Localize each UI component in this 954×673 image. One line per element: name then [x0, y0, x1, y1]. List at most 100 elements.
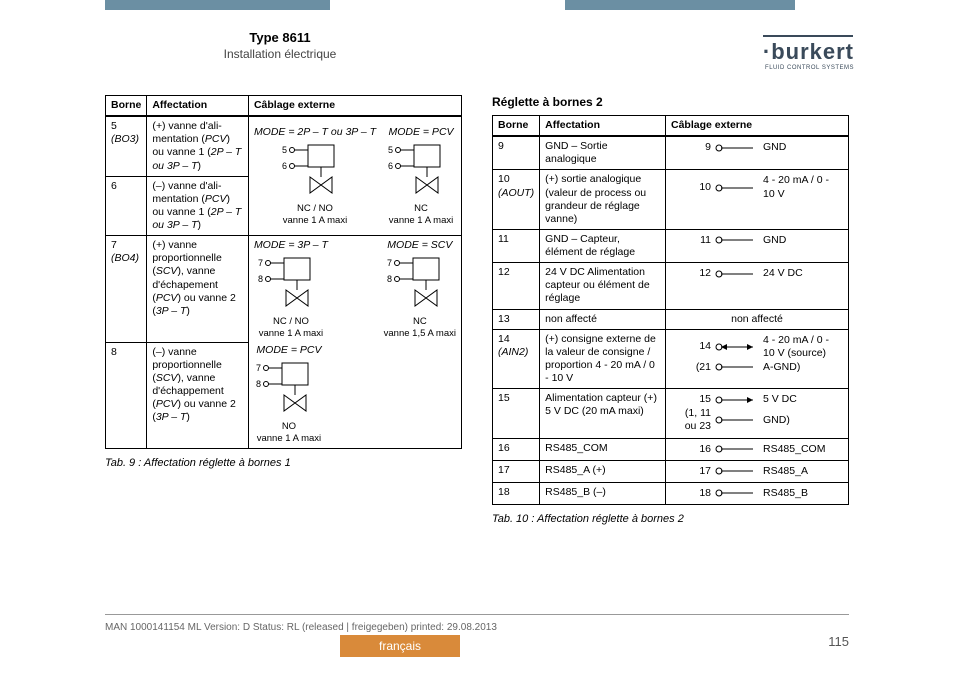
right-section-title: Réglette à bornes 2: [492, 95, 849, 109]
left-caption: Tab. 9 : Affectation réglette à bornes 1: [105, 457, 462, 469]
wire-num: 11: [671, 234, 711, 247]
wire-label: RS485_B: [763, 487, 843, 500]
wire-row: 10 4 - 20 mA / 0 - 10 V: [671, 174, 843, 200]
svg-text:8: 8: [387, 274, 392, 284]
language-tab: français: [340, 635, 460, 657]
cell-aff: (–) vanne d'ali­mentation (PCV) ou vanne…: [147, 176, 249, 236]
cell-aff: RS485_B (–): [540, 482, 666, 504]
svg-text:8: 8: [256, 379, 261, 389]
cell-aff: RS485_COM: [540, 438, 666, 460]
top-bar-right: [565, 0, 795, 10]
table-row: 17 RS485_A (+) 17 RS485_A: [493, 460, 849, 482]
valve-note: vanne 1 A maxi: [386, 215, 456, 227]
mode-label: MODE = PCV: [254, 344, 324, 357]
table-left: Borne Affectation Câblage externe 5(BO3)…: [105, 95, 462, 449]
wire-line-icon: [715, 268, 759, 280]
wire-label: 24 V DC: [763, 267, 843, 280]
cell-wiring: 14 4 - 20 mA / 0 - 10 V (source) (21 A-G…: [666, 329, 849, 389]
svg-text:6: 6: [388, 161, 393, 171]
wire-row: 9 GND: [671, 141, 843, 154]
svg-text:8: 8: [258, 274, 263, 284]
type-label: Type 8611: [180, 30, 380, 45]
cell-borne: 13: [493, 309, 540, 329]
cell-wiring: MODE = 3P – T 7 8 NC / NO vanne 1 A maxi…: [248, 236, 461, 449]
wire-label: RS485_A: [763, 465, 843, 478]
table-row: 13 non affecté non affecté: [493, 309, 849, 329]
table-row: 11 GND – Capteur, élément de réglage 11 …: [493, 229, 849, 262]
wire-line-icon: [715, 414, 759, 426]
footer-meta: MAN 1000141154 ML Version: D Status: RL …: [105, 622, 497, 633]
table-row: 5(BO3) (+) vanne d'ali­mentation (PCV) o…: [106, 116, 462, 176]
mode-label: MODE = 2P – T ou 3P – T: [254, 126, 376, 139]
page-number: 115: [828, 634, 849, 649]
left-column: Borne Affectation Câblage externe 5(BO3)…: [105, 95, 462, 603]
valve-block: MODE = PCV 5 6 NC vanne 1 A maxi: [386, 126, 456, 227]
cell-borne: 7(BO4): [106, 236, 147, 342]
wire-line-icon: [715, 234, 759, 246]
mode-label: MODE = 3P – T: [254, 239, 328, 252]
wire-num: 12: [671, 267, 711, 280]
cell-borne: 18: [493, 482, 540, 504]
cell-wiring: non affecté: [666, 309, 849, 329]
valve-note: vanne 1,5 A maxi: [384, 328, 456, 340]
th-borne: Borne: [106, 96, 147, 117]
th-borne: Borne: [493, 116, 540, 137]
wire-line-icon: [715, 361, 759, 373]
brand-tagline: FLUID CONTROL SYSTEMS: [763, 65, 854, 71]
wire-na: non affecté: [671, 313, 843, 326]
wire-num: 15: [671, 393, 711, 406]
cell-borne: 12: [493, 263, 540, 309]
cell-aff: (–) vanne proportionnelle (SCV), vanne d…: [147, 342, 249, 448]
cell-aff: 24 V DC Alimen­tation capteur ou élément…: [540, 263, 666, 309]
cell-borne: 5(BO3): [106, 116, 147, 176]
th-wire: Câblage externe: [666, 116, 849, 137]
wire-line-icon: [715, 142, 759, 154]
wire-label: GND: [763, 141, 843, 154]
subtitle: Installation électrique: [180, 47, 380, 61]
wire-num: (21: [671, 361, 711, 374]
wire-label: GND: [763, 234, 843, 247]
wire-num: 9: [671, 141, 711, 154]
table-right: Borne Affectation Câblage externe 9 GND …: [492, 115, 849, 505]
cell-wiring: 12 24 V DC: [666, 263, 849, 309]
cell-aff: Alimentation capteur (+) 5 V DC (20 mA m…: [540, 389, 666, 438]
nc-label: NO: [254, 421, 324, 433]
cell-borne: 11: [493, 229, 540, 262]
borne-sub: (AOUT): [498, 187, 534, 199]
table-row: 14(AIN2) (+) consigne externe de la vale…: [493, 329, 849, 389]
wire-line-icon: [715, 182, 759, 194]
valve-icon: 5 6: [280, 141, 350, 201]
wire-line-icon: [715, 443, 759, 455]
wire-row: 18 RS485_B: [671, 487, 843, 500]
valve-icon: 7 8: [254, 359, 324, 419]
cell-aff: (+) vanne proportionnelle (SCV), vanne d…: [147, 236, 249, 342]
borne-sub: (BO3): [111, 133, 141, 146]
cell-borne: 17: [493, 460, 540, 482]
table-row: 10(AOUT) (+) sortie analogique (valeur d…: [493, 170, 849, 230]
wire-line-icon: [715, 487, 759, 499]
valve-icon: 7 8: [385, 254, 455, 314]
svg-text:5: 5: [282, 145, 287, 155]
valve-note: vanne 1 A maxi: [254, 215, 376, 227]
wire-row: 14 4 - 20 mA / 0 - 10 V (source): [671, 334, 843, 360]
wire-line-icon: [715, 465, 759, 477]
cell-borne: 15: [493, 389, 540, 438]
borne-num: 7: [111, 239, 141, 252]
cell-borne: 8: [106, 342, 147, 448]
cell-borne: 14(AIN2): [493, 329, 540, 389]
valve-note: vanne 1 A maxi: [254, 328, 328, 340]
svg-text:7: 7: [258, 258, 263, 268]
nc-label: NC / NO: [254, 316, 328, 328]
header: Type 8611 Installation électrique ·burke…: [0, 30, 954, 80]
top-bar-left: [105, 0, 330, 10]
table-row: 7(BO4) (+) vanne proportionnelle (SCV), …: [106, 236, 462, 342]
svg-text:7: 7: [387, 258, 392, 268]
table-row: 12 24 V DC Alimen­tation capteur ou élém…: [493, 263, 849, 309]
svg-text:7: 7: [256, 363, 261, 373]
wire-row: 16 RS485_COM: [671, 443, 843, 456]
th-aff: Affectation: [540, 116, 666, 137]
wire-line-icon: [715, 341, 759, 353]
borne-num: 5: [111, 120, 141, 133]
cell-wiring: 9 GND: [666, 136, 849, 170]
cell-wiring: 10 4 - 20 mA / 0 - 10 V: [666, 170, 849, 230]
